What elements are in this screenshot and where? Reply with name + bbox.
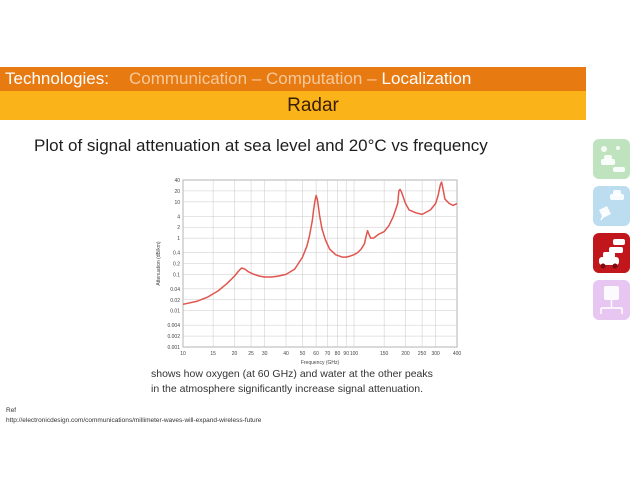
x-tick-label: 15 — [210, 351, 216, 357]
localization-label: Localization — [381, 69, 472, 88]
x-tick-label: 100 — [350, 351, 359, 357]
x-tick-label: 200 — [401, 351, 410, 357]
subtitle-radar: Radar — [287, 95, 339, 116]
y-tick-label: 0.04 — [170, 287, 180, 293]
y-tick-label: 0.02 — [170, 298, 180, 304]
technologies-label: Technologies: — [5, 69, 109, 88]
slide-title: Plot of signal attenuation at sea level … — [34, 136, 488, 155]
y-tick-label: 2 — [177, 225, 180, 231]
y-tick-label: 1 — [177, 236, 180, 242]
x-tick-label: 20 — [232, 351, 238, 357]
attenuation-chart: 40 20 10 4 2 1 0.4 0.2 0.1 0.04 0.02 0.01 0.004 0.002… — [150, 172, 465, 372]
y-tick-label: 0.1 — [173, 272, 180, 278]
caption: shows how oxygen (at 60 GHz) and water a… — [151, 367, 433, 397]
x-tick-label: 50 — [300, 351, 306, 357]
y-tick-label: 20 — [174, 189, 180, 195]
y-tick-label: 0.004 — [167, 323, 180, 329]
x-tick-label: 60 — [313, 351, 319, 357]
traffic-car-icon — [593, 233, 630, 273]
satellite-car-icon — [593, 186, 630, 226]
x-tick-label: 250 — [418, 351, 427, 357]
y-axis-label: Attenuation (dB/km) — [156, 241, 162, 286]
caption-line-2: in the atmosphere significantly increase… — [151, 383, 423, 395]
x-tick-label: 300 — [431, 351, 440, 357]
x-tick-label: 80 — [335, 351, 341, 357]
x-tick-label: 90 — [343, 351, 349, 357]
attenuation-curve — [182, 181, 458, 306]
y-tick-label: 0.4 — [173, 251, 180, 257]
x-tick-label: 25 — [248, 351, 254, 357]
x-tick-label: 40 — [283, 351, 289, 357]
communication-computation-label: Communication – Computation – — [128, 69, 377, 88]
car-network-icon — [593, 139, 630, 179]
y-tick-label: 0.01 — [170, 309, 180, 315]
ref-label: Ref — [6, 407, 17, 414]
x-tick-label: 400 — [453, 351, 462, 357]
ref-url[interactable]: http://electronicdesign.com/communicatio… — [6, 417, 262, 424]
y-tick-label: 4 — [177, 214, 180, 220]
subtitle-banner: Radar — [0, 91, 586, 120]
y-tick-label: 40 — [174, 178, 180, 184]
x-axis-label: Frequency (GHz) — [301, 360, 340, 366]
x-tick-label: 70 — [325, 351, 331, 357]
x-tick-label: 150 — [380, 351, 389, 357]
caption-line-1: shows how oxygen (at 60 GHz) and water a… — [151, 368, 433, 380]
y-tick-label: 10 — [174, 200, 180, 206]
processor-icon — [593, 280, 630, 320]
y-tick-label: 0.001 — [167, 345, 180, 351]
reference: Ref http://electronicdesign.com/communic… — [6, 406, 261, 426]
header-banner: Technologies: Communication – Computatio… — [0, 67, 586, 91]
x-tick-label: 30 — [262, 351, 268, 357]
y-tick-label: 0.002 — [167, 334, 180, 340]
x-tick-label: 10 — [180, 351, 186, 357]
chart-svg: 40 20 10 4 2 1 0.4 0.2 0.1 0.04 0.02 0.01 0.004 0.002… — [156, 178, 462, 366]
y-tick-label: 0.2 — [173, 262, 180, 268]
